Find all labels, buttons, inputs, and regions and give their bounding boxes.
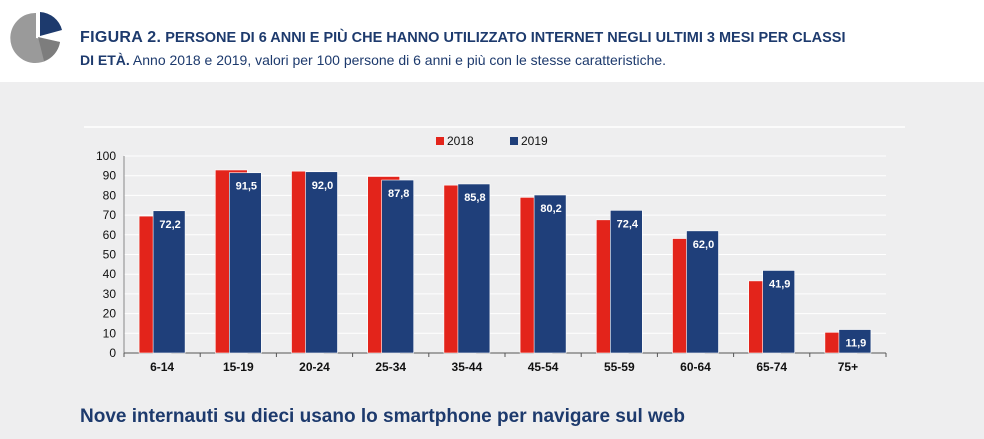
bars: [138, 169, 872, 354]
x-tick-label: 45-54: [528, 360, 559, 374]
data-label: 72,4: [617, 218, 639, 230]
x-tick-label: 55-59: [604, 360, 635, 374]
bar-2019-35-44: [457, 183, 491, 354]
footer-heading: Nove internauti su dieci usano lo smartp…: [80, 406, 685, 427]
y-tick-label: 70: [103, 208, 117, 222]
x-tick-label: 25-34: [375, 360, 406, 374]
bar-2019-75+: [838, 329, 872, 354]
chart-area: 0 10 20 30 40 50 60 70 80 90 100 72,2 91,5 92,0 87,8 8…: [0, 110, 984, 390]
x-tick-label: 60-64: [680, 360, 711, 374]
header: FIGURA 2. PERSONE DI 6 ANNI E PIÙ CHE HA…: [0, 0, 984, 82]
legend-label-2019: 2019: [521, 134, 548, 148]
data-label: 72,2: [159, 219, 180, 231]
legend-swatch-2018: [436, 137, 444, 145]
y-tick-label: 100: [96, 149, 116, 163]
x-tick-label: 6-14: [150, 360, 174, 374]
figure-subtitle: DI ETÀ. Anno 2018 e 2019, valori per 100…: [80, 52, 975, 68]
pie-logo-icon: [10, 12, 62, 63]
y-tick-label: 0: [109, 346, 116, 360]
data-label: 41,9: [769, 278, 790, 290]
data-label: 87,8: [388, 188, 409, 200]
data-labels: 72,2 91,5 92,0 87,8 85,8 80,2 72,4 62,0 41,9 11,9: [159, 180, 866, 350]
legend-swatch-2019: [510, 137, 518, 145]
legend: 2018 2019: [436, 134, 548, 148]
x-tick-label: 15-19: [223, 360, 254, 374]
legend-label-2018: 2018: [447, 134, 474, 148]
bar-2019-45-54: [533, 194, 567, 354]
data-label: 92,0: [312, 180, 333, 192]
y-tick-label: 80: [103, 188, 117, 202]
bar-2019-20-24: [305, 171, 338, 354]
bar-2019-15-19: [229, 172, 262, 354]
y-tick-label: 90: [103, 169, 117, 183]
figure-title-text: PERSONE DI 6 ANNI E PIÙ CHE HANNO UTILIZ…: [165, 30, 846, 46]
y-tick-label: 30: [103, 287, 117, 301]
figure-title-cont: DI ETÀ.: [80, 52, 130, 68]
bar-2019-60-64: [686, 230, 719, 354]
data-label: 11,9: [845, 338, 866, 350]
y-tick-label: 10: [103, 326, 117, 340]
bar-2019-65-74: [762, 270, 796, 354]
y-axis-ticks: 0 10 20 30 40 50 60 70 80 90 100: [96, 149, 116, 360]
y-tick-label: 20: [103, 307, 117, 321]
figure-subtitle-text: Anno 2018 e 2019, valori per 100 persone…: [132, 52, 667, 68]
data-label: 62,0: [693, 239, 714, 251]
y-tick-label: 60: [103, 228, 117, 242]
data-label: 80,2: [540, 203, 561, 215]
x-tick-label: 35-44: [452, 360, 483, 374]
bar-chart: 0 10 20 30 40 50 60 70 80 90 100 72,2 91,5 92,0 87,8 8…: [84, 126, 905, 374]
figure-title: FIGURA 2. PERSONE DI 6 ANNI E PIÙ CHE HA…: [80, 29, 975, 47]
x-tick-label: 75+: [838, 360, 858, 374]
figure-label: FIGURA 2.: [80, 29, 162, 46]
data-label: 91,5: [236, 181, 257, 193]
bar-2019-25-34: [381, 179, 415, 354]
x-axis-ticks: 6-14 15-19 20-24 25-34 35-44 45-54 55-59 60-64 6…: [123, 353, 887, 374]
y-tick-label: 40: [103, 267, 117, 281]
bar-2019-55-59: [609, 210, 643, 354]
y-tick-label: 50: [103, 248, 117, 262]
bar-2019-6-14: [152, 210, 186, 354]
data-label: 85,8: [464, 192, 485, 204]
x-tick-label: 20-24: [299, 360, 330, 374]
x-tick-label: 65-74: [756, 360, 787, 374]
